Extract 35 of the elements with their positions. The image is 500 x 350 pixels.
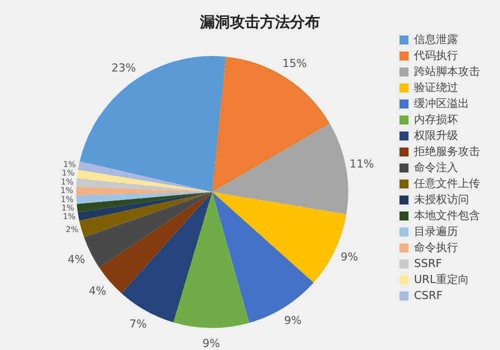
legend-label: 信息泄露: [414, 32, 458, 46]
data-label: 1%: [60, 186, 74, 196]
legend-label: 任意文件上传: [413, 176, 480, 190]
data-label: 1%: [62, 204, 75, 213]
data-label: 4%: [88, 284, 106, 298]
chart-title: 漏洞攻击方法分布: [199, 12, 320, 31]
legend-label: 跨站脚本攻击: [414, 64, 480, 78]
legend-label: CSRF: [414, 288, 443, 302]
data-label: 11%: [350, 157, 374, 170]
legend-label: 本地文件包含: [414, 208, 480, 222]
legend-label: 未授权访问: [414, 192, 469, 206]
data-label: 9%: [284, 314, 302, 327]
data-label: 23%: [112, 61, 136, 74]
data-label: 1%: [62, 212, 76, 222]
legend-label: 验证绕过: [414, 80, 458, 94]
legend-label: 目录遍历: [414, 224, 458, 238]
legend-label: 命令注入: [414, 160, 458, 174]
legend-label: 缓冲区溢出: [414, 96, 469, 110]
data-label: 15%: [282, 57, 307, 70]
data-label: 4%: [68, 252, 86, 266]
legend-label: URL重定向: [414, 272, 469, 286]
data-label: 1%: [60, 194, 74, 204]
data-label: 1%: [62, 168, 75, 178]
legend-label: 命令执行: [414, 240, 458, 254]
legend-label: 代码执行: [413, 48, 458, 62]
data-label: 2%: [66, 224, 79, 234]
legend-label: 权限升级: [413, 128, 458, 142]
data-label: 1%: [60, 177, 74, 186]
data-label: 9%: [340, 250, 358, 264]
data-label: 1%: [63, 160, 76, 170]
data-label: 7%: [129, 318, 147, 331]
legend-label: 内存损坏: [414, 112, 458, 126]
legend-label: 拒绝服务攻击: [413, 144, 480, 158]
legend-label: SSRF: [414, 256, 442, 270]
data-label: 9%: [202, 336, 220, 350]
